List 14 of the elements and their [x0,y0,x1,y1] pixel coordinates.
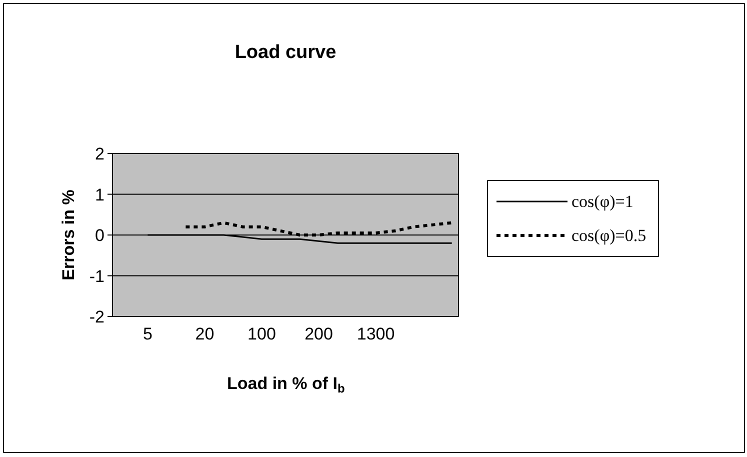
y-tick-label: -2 [89,308,105,326]
y-tick-label: 2 [95,144,105,164]
x-tick-label: 20 [195,324,214,344]
y-tick-label: -1 [89,266,105,286]
x-tick-label: 200 [304,324,333,344]
x-tick-label: 5 [142,324,152,344]
legend-label: cos(φ)=0.5 [572,226,646,245]
y-tick-label: 0 [95,226,105,245]
y-tick-label: 1 [95,185,105,204]
legend-label: cos(φ)=1 [572,192,634,211]
x-tick-label: 100 [248,324,276,344]
y-axis-title: Errors in % [59,190,78,280]
x-tick-label: 1300 [356,324,395,344]
chart-title: Load curve [234,42,336,63]
